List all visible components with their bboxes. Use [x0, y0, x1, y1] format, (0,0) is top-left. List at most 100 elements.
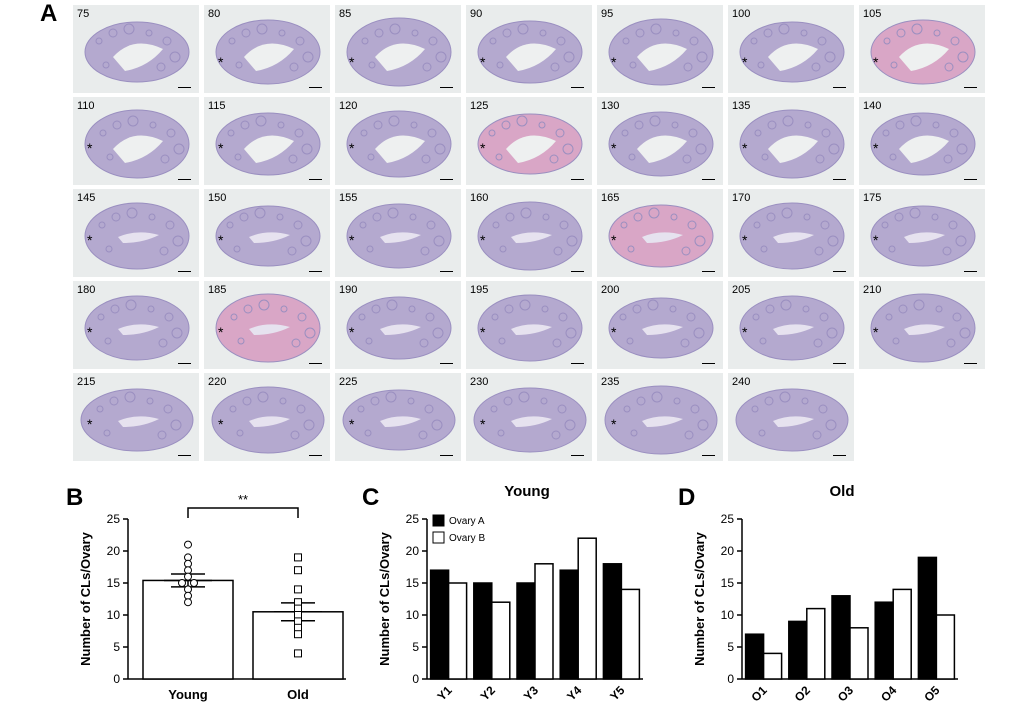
follicle: [501, 120, 511, 130]
x-tick-label: Y5: [607, 683, 628, 704]
corpus-luteum-marker: *: [480, 140, 486, 156]
panel-label-a: A: [40, 0, 58, 27]
scale-bar: [964, 178, 977, 180]
corpus-luteum-marker: *: [87, 140, 93, 156]
follicle: [952, 312, 962, 322]
data-point: [190, 579, 198, 587]
follicle: [235, 61, 243, 69]
tissue-section-image: [80, 388, 194, 452]
tissue-cavity: [380, 416, 421, 427]
follicle: [364, 429, 372, 437]
follicle: [95, 37, 103, 45]
tissue-section-image: [346, 203, 452, 269]
follicle: [765, 304, 775, 314]
tissue-cavity: [642, 232, 683, 243]
follicle: [409, 213, 417, 221]
tissue-section-image: [870, 19, 976, 85]
follicle: [688, 128, 698, 138]
section-label: 220: [208, 376, 227, 388]
tissue-section-image: [215, 19, 321, 85]
scale-bar: [178, 178, 191, 180]
x-tick-label: Y4: [564, 683, 585, 704]
section-label: 135: [732, 100, 751, 112]
tissue-cavity: [642, 416, 683, 427]
corpus-luteum-marker: *: [218, 232, 224, 248]
follicle: [108, 28, 118, 38]
scale-bar: [440, 454, 453, 456]
data-point: [294, 553, 302, 562]
bar-ovary-a: [874, 601, 894, 680]
follicle: [433, 235, 445, 247]
panel-label-c: C: [362, 484, 380, 511]
section-tile: 85 *: [335, 5, 461, 93]
follicle: [428, 36, 438, 46]
follicle: [226, 221, 234, 229]
tissue-cavity: [899, 135, 949, 163]
tissue-cavity: [506, 135, 556, 163]
follicle: [127, 115, 139, 127]
chart-title: Old: [830, 483, 855, 500]
bar-ovary-b: [806, 607, 826, 680]
follicle: [803, 213, 811, 221]
follicle: [293, 220, 303, 230]
y-tick-label: 0: [727, 672, 734, 686]
follicle: [490, 405, 498, 413]
follicle: [635, 28, 645, 38]
section-tile: 165 *: [597, 189, 723, 277]
follicle: [650, 23, 662, 35]
scale-bar: [833, 270, 846, 272]
corpus-luteum-marker: *: [87, 324, 93, 340]
follicle: [564, 419, 576, 431]
follicle: [766, 212, 776, 222]
follicle: [885, 313, 893, 321]
corpus-luteum-marker: *: [742, 324, 748, 340]
section-label: 155: [339, 192, 358, 204]
follicle: [109, 396, 119, 406]
follicle: [374, 28, 384, 38]
follicle: [279, 397, 287, 405]
section-label: 90: [470, 8, 483, 20]
section-label: 230: [470, 376, 489, 388]
follicle: [942, 246, 952, 256]
follicle: [621, 129, 629, 137]
follicle: [502, 28, 512, 38]
tissue-cavity: [511, 232, 552, 243]
section-tile: 110 *: [73, 97, 199, 185]
follicle: [898, 304, 908, 314]
section-label: 195: [470, 284, 489, 296]
follicle: [303, 419, 315, 431]
follicle: [779, 391, 791, 403]
tissue-section-image: [477, 294, 583, 362]
tissue-section-image: [608, 111, 714, 177]
tissue-section-image: [473, 387, 587, 453]
follicle: [422, 62, 432, 72]
tissue-section-image: [608, 18, 714, 86]
follicle: [229, 405, 237, 413]
scale-bar: [178, 454, 191, 456]
section-tile: 180 *: [73, 281, 199, 369]
tissue-cavity: [375, 43, 425, 71]
tissue-cavity: [249, 232, 290, 243]
follicle: [695, 143, 707, 155]
follicle: [542, 213, 550, 221]
follicle: [432, 327, 444, 339]
follicle: [948, 220, 958, 230]
follicle: [910, 115, 922, 127]
follicle: [629, 61, 637, 69]
follicle: [105, 245, 113, 253]
follicle: [495, 153, 503, 161]
follicle: [556, 36, 566, 46]
section-tile: 205 *: [728, 281, 854, 369]
y-tick-label: 5: [113, 640, 120, 654]
follicle: [888, 245, 896, 253]
follicle: [172, 235, 184, 247]
follicle: [780, 299, 792, 311]
x-tick-label: Y3: [521, 683, 542, 704]
section-tile: 240: [728, 373, 854, 461]
follicle: [892, 337, 900, 345]
corpus-luteum-marker: *: [349, 140, 355, 156]
tissue-cavity: [768, 135, 818, 163]
section-label: 160: [470, 192, 489, 204]
tissue-cavity: [511, 416, 552, 427]
corpus-luteum-marker: *: [218, 54, 224, 70]
